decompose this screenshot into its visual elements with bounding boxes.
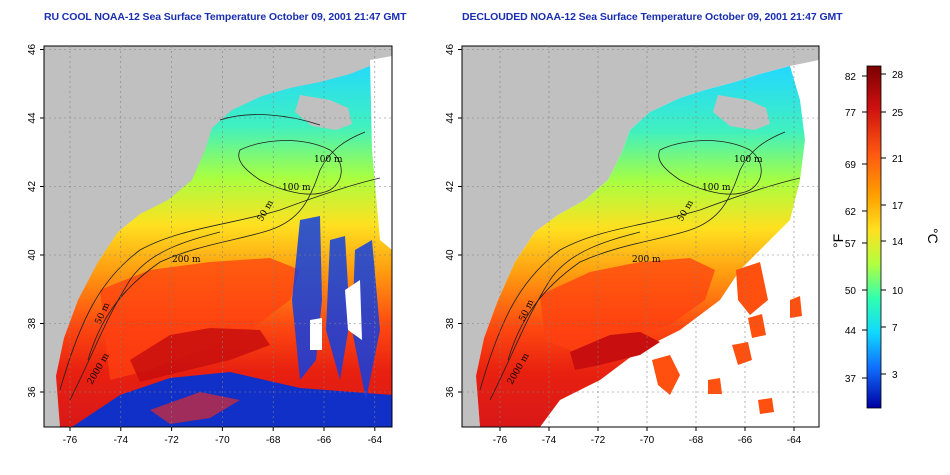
- temperature-colorbar: 82 77 69 62 57 50 44 37 28 25 21 17 14 10 7 3 °F °C: [830, 65, 941, 409]
- lon-tick-label: -76: [63, 435, 78, 446]
- right-map-frame: [461, 45, 820, 428]
- celsius-tick-label: 7: [892, 323, 898, 334]
- fahrenheit-tick-label: 57: [845, 239, 857, 250]
- lat-tick-label: 44: [27, 112, 38, 124]
- lat-tick-label: 38: [27, 318, 38, 330]
- left-map-title: RU COOL NOAA-12 Sea Surface Temperature …: [44, 11, 407, 23]
- contour-label-100m-b: 100 m: [702, 183, 731, 193]
- contour-label-200m: 200 m: [172, 255, 201, 265]
- lon-tick-label: -70: [215, 435, 230, 446]
- right-sst-map: 100 m 100 m 50 m 200 m 50 m 2000 m -76 -7…: [445, 44, 820, 446]
- cold-water-speckle: [150, 392, 240, 424]
- right-latitude-axis: 36 38 40 42 44 46: [445, 44, 819, 398]
- lat-tick-label: 40: [27, 249, 38, 261]
- contour-label-100m-a: 100 m: [314, 155, 343, 165]
- gulf-of-maine-land: [295, 95, 352, 130]
- left-map-frame: [43, 45, 393, 428]
- lon-tick-label: -72: [164, 435, 179, 446]
- celsius-tick-label: 21: [892, 154, 904, 165]
- lon-tick-label: -64: [787, 435, 802, 446]
- left-latitude-axis: 36 38 40 42 44 46: [27, 44, 392, 398]
- lat-tick-label: 40: [445, 249, 456, 261]
- lon-tick-label: -64: [368, 435, 383, 446]
- celsius-tick-label: 25: [892, 108, 904, 119]
- fahrenheit-tick-label: 50: [845, 286, 857, 297]
- lat-tick-label: 44: [445, 112, 456, 124]
- lon-tick-label: -66: [738, 435, 753, 446]
- fahrenheit-scale: 82 77 69 62 57 50 44 37: [845, 72, 867, 385]
- fahrenheit-tick-label: 82: [845, 72, 857, 83]
- lat-tick-label: 42: [27, 181, 38, 193]
- fahrenheit-tick-label: 69: [845, 160, 857, 171]
- lon-tick-label: -68: [689, 435, 704, 446]
- right-map-title: DECLOUDED NOAA-12 Sea Surface Temperatur…: [462, 11, 843, 23]
- contour-label-200m: 200 m: [632, 255, 661, 265]
- fahrenheit-tick-label: 37: [845, 374, 857, 385]
- land-mass: [462, 46, 819, 427]
- contour-label-100m-b: 100 m: [282, 183, 311, 193]
- lon-tick-label: -76: [493, 435, 508, 446]
- lat-tick-label: 46: [445, 44, 456, 56]
- right-longitude-axis: -76 -74 -72 -70 -68 -66 -64: [493, 46, 802, 446]
- scattered-warm-patches: [652, 262, 802, 414]
- gulf-stream-hot-band: [570, 332, 660, 370]
- lon-tick-label: -66: [317, 435, 332, 446]
- celsius-tick-label: 10: [892, 286, 904, 297]
- gulf-stream-warm-core: [540, 258, 715, 352]
- celsius-tick-label: 17: [892, 201, 904, 212]
- lon-tick-label: -74: [114, 435, 129, 446]
- fahrenheit-tick-label: 44: [845, 326, 857, 337]
- celsius-tick-label: 28: [892, 70, 904, 81]
- lat-tick-label: 46: [27, 44, 38, 56]
- lon-tick-label: -74: [542, 435, 557, 446]
- celsius-tick-label: 14: [892, 237, 904, 248]
- cloud-gaps: [310, 56, 392, 350]
- cloud-streaks: [292, 216, 380, 400]
- colorbar-gradient: [866, 65, 882, 409]
- left-longitude-axis: -76 -74 -72 -70 -68 -66 -64: [63, 46, 383, 446]
- gulf-of-maine-land: [713, 95, 770, 130]
- fahrenheit-tick-label: 62: [845, 207, 857, 218]
- lat-tick-label: 36: [445, 386, 456, 398]
- bathymetry-contours: [479, 131, 801, 401]
- celsius-scale: 28 25 21 17 14 10 7 3: [881, 70, 904, 381]
- fahrenheit-unit-label: °F: [830, 234, 846, 248]
- celsius-tick-label: 3: [892, 370, 898, 381]
- lat-tick-label: 42: [445, 181, 456, 193]
- celsius-unit-label: °C: [925, 228, 941, 244]
- lat-tick-label: 38: [445, 318, 456, 330]
- gulf-stream-hot-band: [130, 328, 270, 382]
- lon-tick-label: -68: [266, 435, 281, 446]
- left-sst-map: 100 m 100 m 50 m 200 m 50 m 2000 m -76 -7…: [27, 44, 393, 446]
- lon-tick-label: -70: [640, 435, 655, 446]
- lon-tick-label: -72: [591, 435, 606, 446]
- fahrenheit-tick-label: 77: [845, 108, 857, 119]
- lat-tick-label: 36: [27, 386, 38, 398]
- contour-label-100m-a: 100 m: [734, 155, 763, 165]
